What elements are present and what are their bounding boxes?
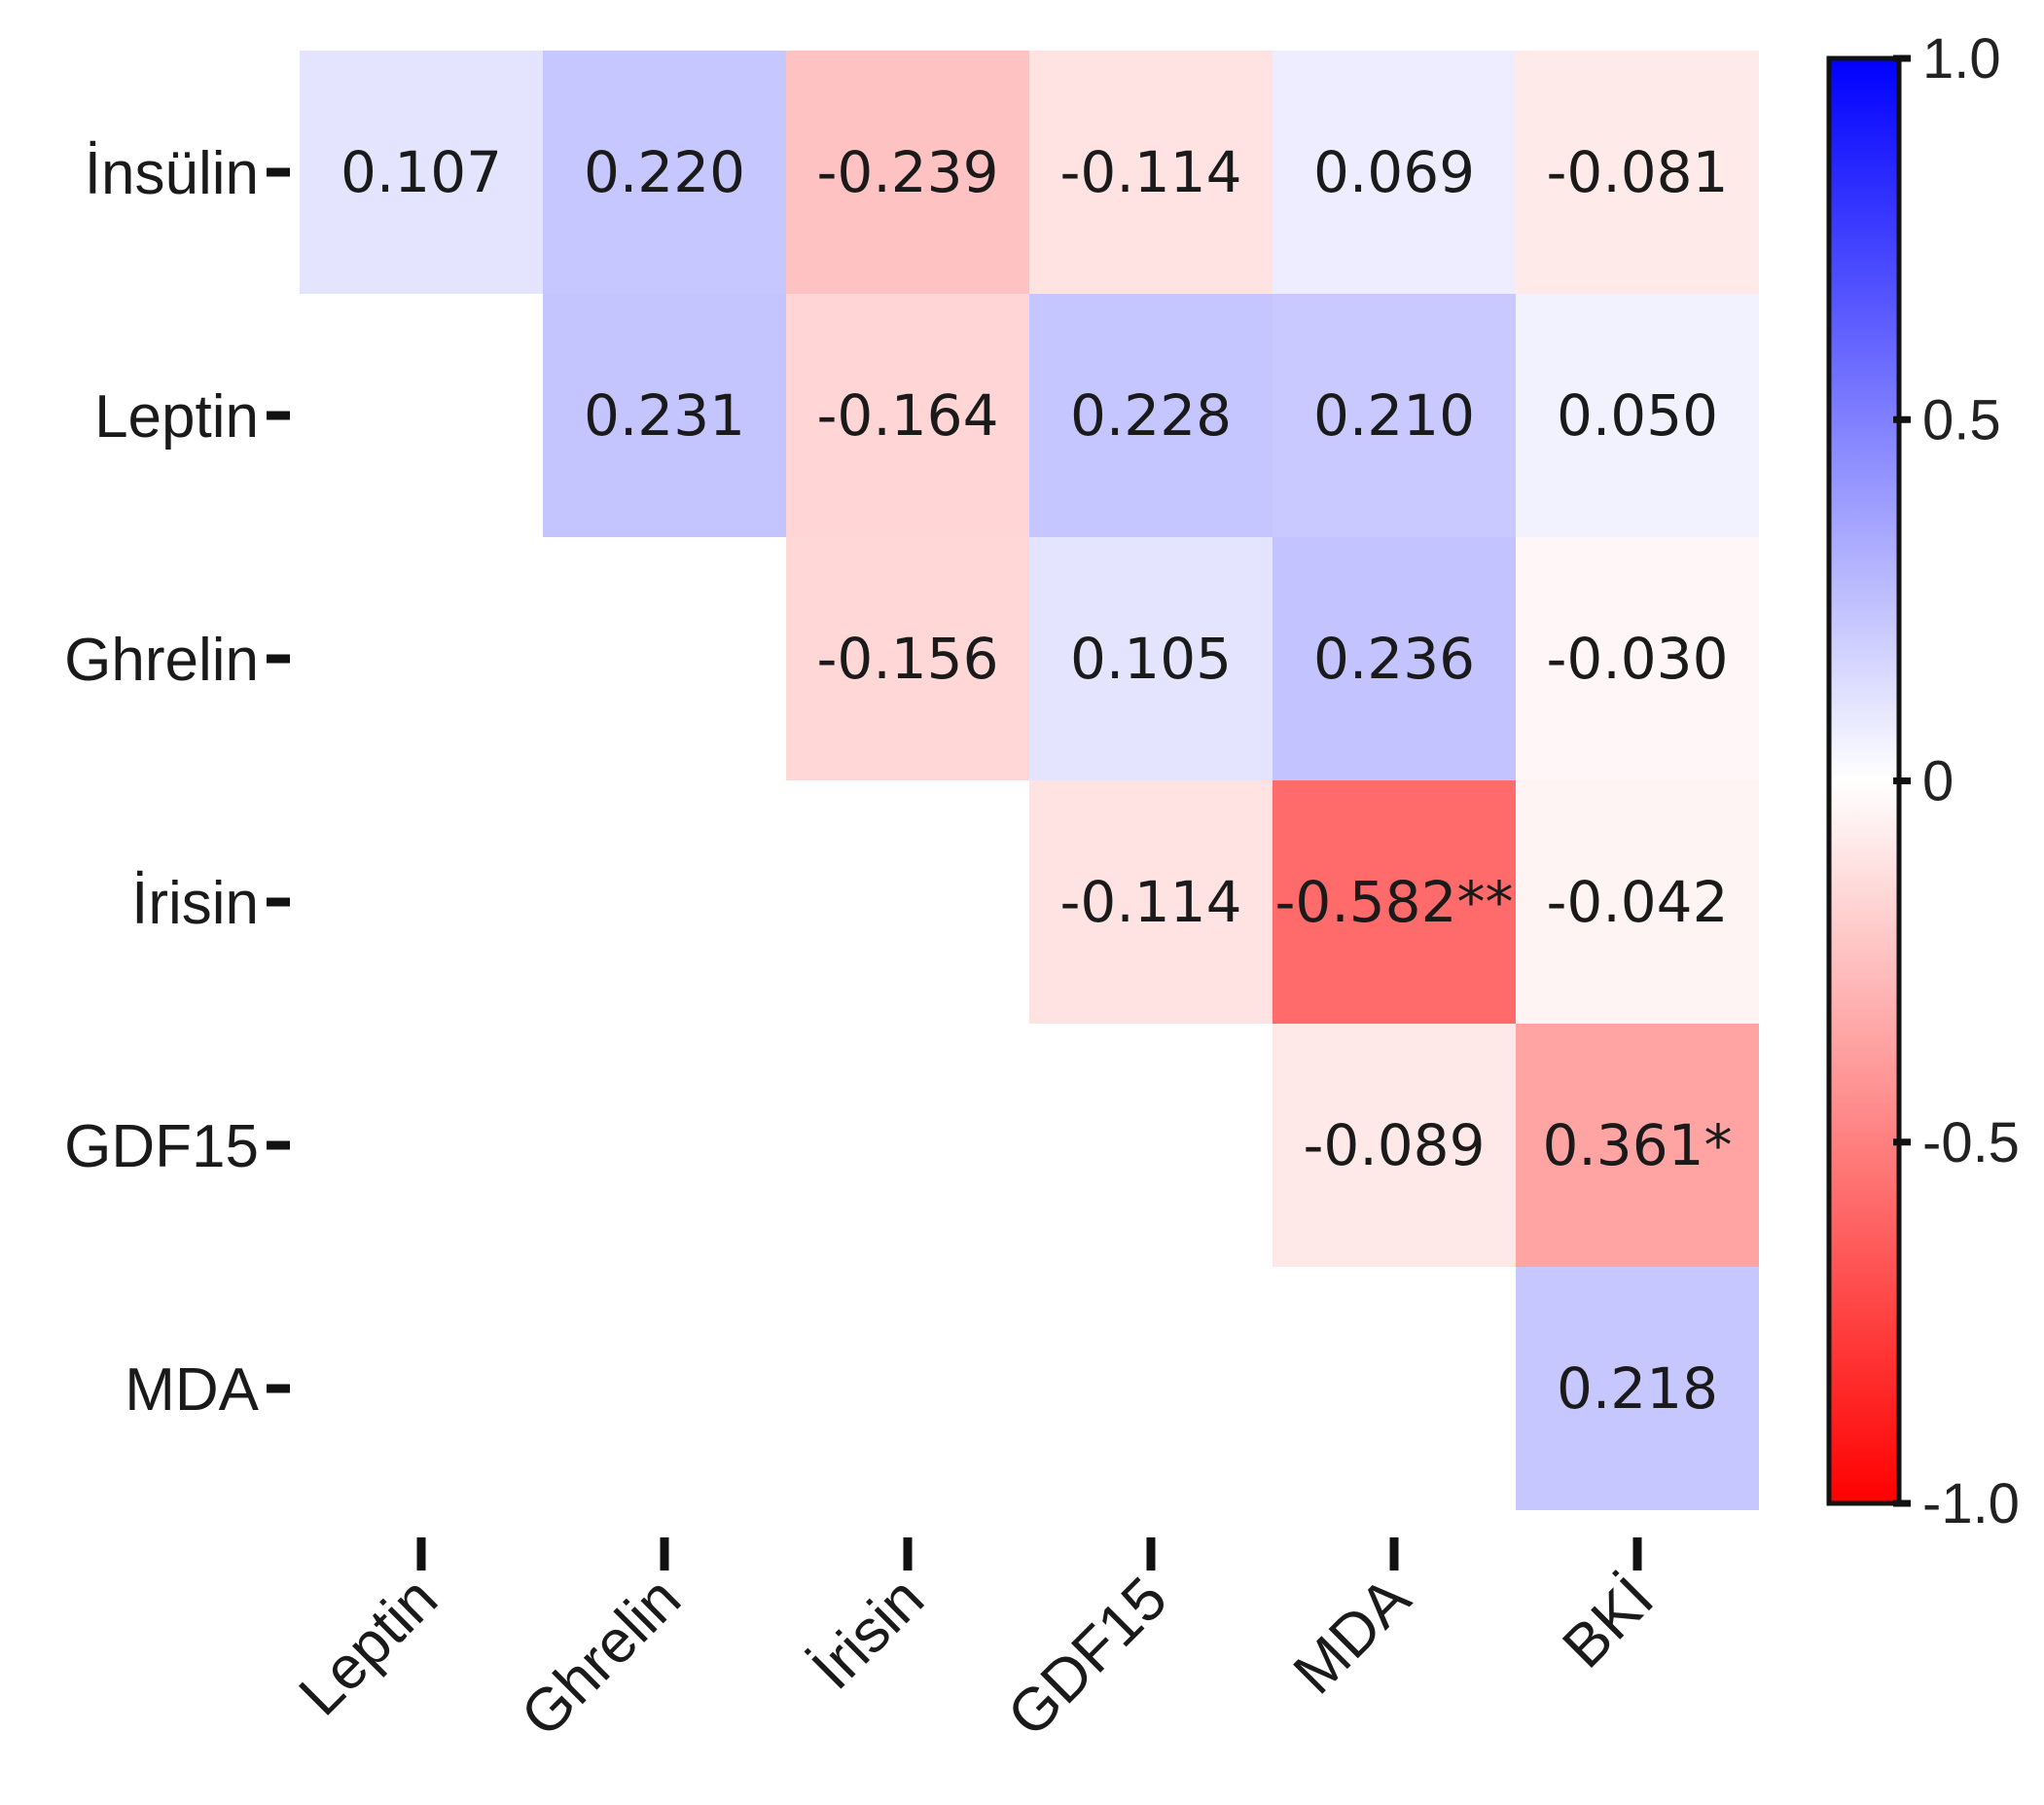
cell-value-label: -0.114 (1060, 869, 1242, 935)
colorbar: 1.0 0.5 0 -0.5 -1.0 (1826, 27, 2020, 1535)
cell-value-label: 0.069 (1313, 139, 1475, 205)
heatmap-cell: -0.239 (786, 51, 1029, 294)
cell-value-label: 0.220 (584, 139, 745, 205)
heatmap-cell: -0.081 (1516, 51, 1759, 294)
cell-fill (1516, 537, 1759, 780)
heatmap-cell: 0.218 (1516, 1267, 1759, 1510)
heatmap-cell: -0.156 (786, 537, 1029, 780)
cell-value-label: -0.030 (1547, 626, 1729, 692)
cell-value-label: -0.042 (1547, 869, 1729, 935)
cell-fill (1029, 780, 1273, 1024)
heatmap-cell: -0.089 (1273, 1024, 1516, 1267)
cell-fill (1516, 780, 1759, 1024)
cell-fill (1273, 294, 1516, 537)
heatmap-cell: -0.164 (786, 294, 1029, 537)
cell-fill (543, 51, 786, 294)
heatmap-cell: 0.105 (1029, 537, 1273, 780)
heatmap-cell: 0.361* (1516, 1024, 1759, 1267)
cell-value-label: 0.236 (1313, 626, 1475, 692)
heatmap-cell: -0.114 (1029, 51, 1273, 294)
cell-value-label: -0.239 (817, 139, 999, 205)
row-axis: İnsülin Leptin Ghrelin İrisin GDF15 MDA (64, 140, 290, 1424)
cell-fill (1029, 537, 1273, 780)
row-label: İnsülin (85, 140, 259, 207)
cell-value-label: -0.582** (1275, 869, 1514, 935)
cell-fill (1516, 1024, 1759, 1267)
heatmap-cell: 0.220 (543, 51, 786, 294)
heatmap-cell: -0.030 (1516, 537, 1759, 780)
heatmap-cell: 0.236 (1273, 537, 1516, 780)
cell-fill (1516, 294, 1759, 537)
colorbar-gradient (1826, 55, 1902, 1506)
cell-value-label: 0.210 (1313, 382, 1475, 449)
cell-fill (1029, 51, 1273, 294)
cell-fill (1029, 294, 1273, 537)
row-label: GDF15 (64, 1113, 259, 1180)
cell-fill (786, 294, 1029, 537)
cell-fill (786, 537, 1029, 780)
cell-value-label: 0.361* (1542, 1112, 1732, 1178)
colorbar-tick-label: -1.0 (1922, 1472, 2020, 1535)
heatmap-cell: 0.050 (1516, 294, 1759, 537)
heatmap-cell: -0.582** (1273, 780, 1516, 1024)
cell-fill (1516, 51, 1759, 294)
cell-value-label: -0.089 (1304, 1112, 1486, 1178)
cell-fill (1273, 780, 1516, 1024)
cell-fill (786, 51, 1029, 294)
cell-value-label: -0.156 (817, 626, 999, 692)
colorbar-tick-label: -0.5 (1922, 1111, 2020, 1174)
cell-fill (543, 294, 786, 537)
row-label: Ghrelin (64, 627, 259, 694)
cell-fill (300, 51, 543, 294)
cell-value-label: 0.050 (1557, 382, 1718, 449)
heatmap-cell: 0.231 (543, 294, 786, 537)
heatmap-cells: 0.107 0.220 -0.239 -0.114 0.069 -0.081 0.231 -0… (300, 51, 1759, 1510)
cell-value-label: -0.081 (1547, 139, 1729, 205)
heatmap-cell: 0.210 (1273, 294, 1516, 537)
cell-value-label: 0.107 (341, 139, 502, 205)
heatmap-cell: 0.069 (1273, 51, 1516, 294)
row-label: İrisin (131, 870, 259, 937)
cell-value-label: 0.218 (1557, 1355, 1718, 1422)
row-label: MDA (125, 1356, 259, 1424)
colorbar-tick-label: 0.5 (1922, 388, 2001, 451)
cell-value-label: -0.114 (1060, 139, 1242, 205)
cell-fill (1273, 51, 1516, 294)
cell-value-label: 0.231 (584, 382, 745, 449)
colorbar-tick-label: 1.0 (1922, 27, 2001, 90)
cell-fill (1516, 1267, 1759, 1510)
cell-fill (1273, 1024, 1516, 1267)
cell-value-label: -0.164 (817, 382, 999, 449)
cell-fill (1273, 537, 1516, 780)
heatmap-cell: -0.042 (1516, 780, 1759, 1024)
heatmap-cell: 0.107 (300, 51, 543, 294)
cell-value-label: 0.105 (1070, 626, 1232, 692)
row-label: Leptin (94, 383, 259, 451)
colorbar-tick-label: 0 (1922, 750, 1954, 813)
heatmap-cell: -0.114 (1029, 780, 1273, 1024)
cell-value-label: 0.228 (1070, 382, 1232, 449)
heatmap-cell: 0.228 (1029, 294, 1273, 537)
